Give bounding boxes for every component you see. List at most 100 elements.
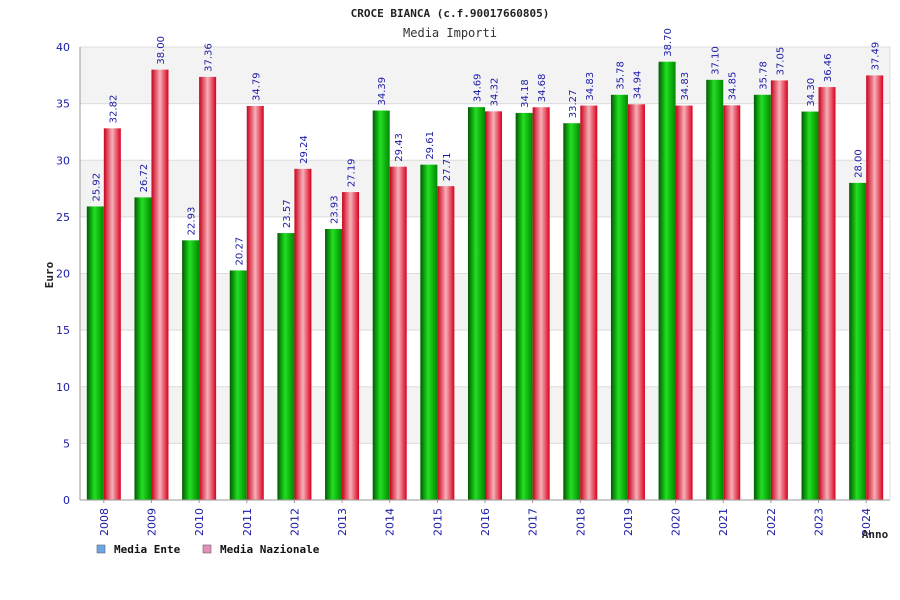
bar-media-nazionale-2017 — [532, 107, 550, 501]
data-label: 23.93 — [330, 195, 341, 224]
y-tick-label: 0 — [63, 494, 70, 507]
y-tick-label: 5 — [63, 437, 70, 450]
bar-media-ente-2013 — [325, 228, 343, 501]
bar-media-nazionale-2012 — [294, 168, 312, 500]
bar-media-nazionale-2021 — [723, 105, 741, 500]
bar-media-nazionale-2014 — [389, 166, 407, 500]
data-label: 37.10 — [711, 46, 722, 75]
x-tick-label: 2023 — [813, 508, 826, 536]
data-label: 25.92 — [91, 173, 102, 202]
x-tick-label: 2010 — [193, 508, 206, 536]
legend: Media Ente Media Nazionale — [96, 543, 320, 556]
x-tick-label: 2015 — [431, 508, 444, 536]
data-label: 23.57 — [282, 199, 293, 228]
x-tick-label: 2008 — [98, 508, 111, 536]
bar-media-nazionale-2010 — [199, 76, 217, 500]
x-tick-label: 2016 — [479, 508, 492, 536]
bar-media-ente-2018 — [563, 123, 581, 500]
y-tick-label: 35 — [56, 98, 70, 111]
data-label: 34.79 — [251, 72, 262, 101]
data-label: 34.39 — [377, 77, 388, 106]
x-tick-label: 2013 — [336, 508, 349, 536]
data-label: 29.43 — [394, 133, 405, 162]
legend-swatch — [96, 544, 106, 554]
data-label: 26.72 — [139, 164, 150, 193]
data-label: 33.27 — [568, 90, 579, 119]
x-tick-label: 2012 — [288, 508, 301, 536]
data-label: 20.27 — [234, 237, 245, 266]
bar-media-nazionale-2024 — [866, 75, 884, 500]
legend-label: Media Ente — [114, 543, 181, 556]
axes — [79, 47, 891, 503]
bar-media-ente-2015 — [420, 164, 438, 500]
bars — [86, 61, 884, 501]
bar-media-nazionale-2019 — [627, 104, 645, 500]
y-tick-label: 30 — [56, 154, 70, 167]
y-tick-label: 20 — [56, 268, 70, 281]
bar-media-nazionale-2018 — [580, 105, 598, 501]
data-label: 34.83 — [680, 72, 691, 101]
bar-media-nazionale-2015 — [437, 186, 455, 500]
chart-subtitle: Media Importi — [403, 26, 497, 40]
x-tick-label: 2021 — [717, 508, 730, 536]
bar-media-ente-2016 — [468, 107, 485, 501]
x-tick-label: 2024 — [860, 508, 873, 536]
x-axis-title: Anno — [862, 528, 889, 541]
data-label: 37.05 — [775, 47, 786, 76]
data-label: 27.71 — [442, 153, 453, 182]
bar-media-nazionale-2011 — [246, 106, 264, 501]
data-label: 34.68 — [537, 74, 548, 103]
labels: 0 5 10 15 20 25 30 35 40 25.92 32.82 2008 26.72 38.00… — [56, 28, 882, 536]
y-tick-label: 25 — [56, 211, 70, 224]
bar-media-ente-2022 — [753, 94, 771, 500]
y-axis-title: Euro — [43, 261, 56, 288]
data-label: 28.00 — [854, 149, 865, 178]
bar-media-ente-2024 — [849, 182, 867, 500]
data-label: 34.30 — [806, 78, 817, 107]
data-label: 37.49 — [871, 42, 882, 71]
data-label: 27.19 — [347, 158, 358, 187]
bar-media-nazionale-2022 — [770, 80, 788, 500]
bar-media-nazionale-2013 — [342, 192, 360, 501]
x-tick-label: 2020 — [670, 508, 683, 536]
bar-media-nazionale-2008 — [103, 128, 121, 500]
x-tick-label: 2009 — [145, 508, 158, 536]
x-tick-label: 2019 — [622, 508, 635, 536]
bar-media-nazionale-2023 — [818, 87, 836, 500]
bar-media-ente-2009 — [134, 197, 152, 500]
bar-media-nazionale-2020 — [675, 105, 693, 501]
data-label: 34.83 — [585, 72, 596, 101]
data-label: 34.69 — [473, 73, 484, 102]
bar-media-ente-2017 — [515, 112, 533, 500]
data-label: 35.78 — [758, 61, 769, 90]
bar-media-ente-2019 — [610, 94, 628, 500]
bar-media-ente-2023 — [801, 111, 819, 501]
x-tick-label: 2018 — [574, 508, 587, 536]
data-label: 38.00 — [156, 36, 167, 65]
bar-media-ente-2012 — [277, 233, 295, 500]
legend-swatch — [202, 544, 212, 554]
bar-media-ente-2020 — [658, 61, 676, 500]
x-tick-label: 2022 — [765, 508, 778, 536]
data-label: 34.94 — [632, 71, 643, 100]
data-label: 34.32 — [490, 78, 501, 107]
data-label: 29.24 — [299, 135, 310, 164]
data-label: 22.93 — [187, 207, 198, 236]
bar-media-ente-2008 — [86, 206, 104, 500]
x-tick-label: 2011 — [241, 508, 254, 536]
bar-media-ente-2011 — [229, 270, 247, 500]
bar-media-ente-2014 — [372, 110, 390, 500]
chart-title: CROCE BIANCA (c.f.90017660805) — [351, 7, 550, 20]
y-tick-label: 40 — [56, 41, 70, 54]
y-tick-label: 15 — [56, 324, 70, 337]
data-label: 29.61 — [425, 131, 436, 160]
bar-media-ente-2010 — [182, 240, 200, 500]
data-label: 36.46 — [823, 53, 834, 82]
y-tick-label: 10 — [56, 381, 70, 394]
data-label: 35.78 — [615, 61, 626, 90]
bar-media-nazionale-2016 — [485, 111, 502, 501]
bar-media-ente-2021 — [706, 79, 724, 500]
bar-media-nazionale-2009 — [151, 69, 169, 501]
legend-label: Media Nazionale — [220, 543, 320, 556]
data-label: 32.82 — [108, 95, 119, 124]
